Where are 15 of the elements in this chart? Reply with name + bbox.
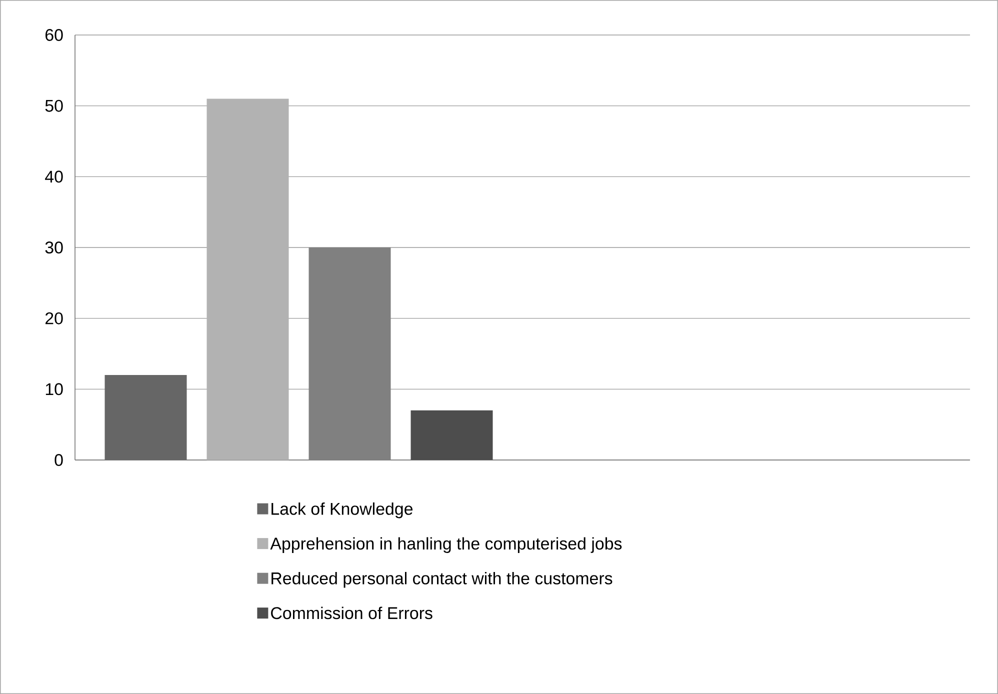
y-tick-label: 0 (54, 454, 63, 466)
bar (206, 98, 289, 460)
y-tick-label: 20 (46, 312, 63, 324)
y-tick-label: 50 (45, 100, 63, 112)
legend-label: Apprehension in hanling the computerised jobs (270, 537, 622, 553)
y-tick-label: 10 (46, 383, 63, 396)
bar (410, 410, 493, 460)
y-tick-label: 30 (45, 242, 63, 254)
legend-label: Reduced personal contact with the customers (272, 572, 612, 588)
bar (308, 248, 391, 460)
legend-label: Commission of Errors (271, 606, 432, 620)
bar (104, 375, 187, 460)
y-tick-label: 40 (45, 170, 63, 183)
y-tick-label: 60 (46, 29, 63, 41)
legend-label: Lack of Knowledge (272, 502, 413, 518)
